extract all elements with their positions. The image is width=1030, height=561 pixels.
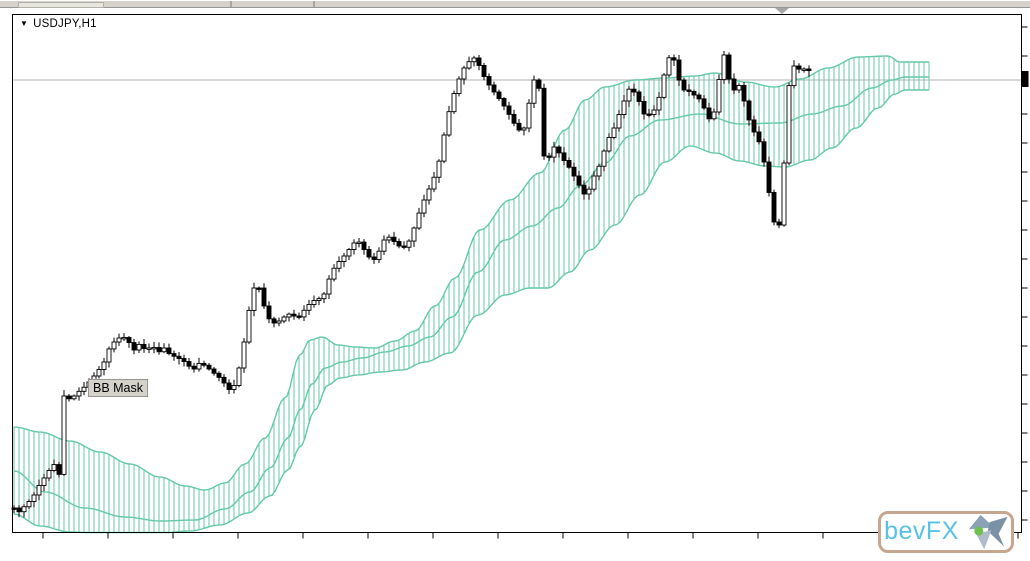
horizontal-scrollbar[interactable] (0, 0, 1030, 8)
indicator-name-tooltip: BB Mask (88, 379, 149, 397)
scroll-position-marker-icon[interactable] (775, 8, 789, 14)
scrollbar-thumb[interactable] (18, 2, 104, 8)
bird-logo-icon (968, 514, 1008, 550)
symbol-label-text: USDJPY,H1 (33, 18, 97, 30)
symbol-timeframe-label: ▼ USDJPY,H1 (20, 18, 97, 30)
scrollbar-notch (230, 1, 232, 7)
bevfx-logo-text: bevFX (884, 516, 959, 545)
scrollbar-notch (313, 1, 315, 7)
bevfx-logo: bevFX (878, 511, 1014, 553)
symbol-label-arrow-icon: ▼ (20, 19, 29, 28)
